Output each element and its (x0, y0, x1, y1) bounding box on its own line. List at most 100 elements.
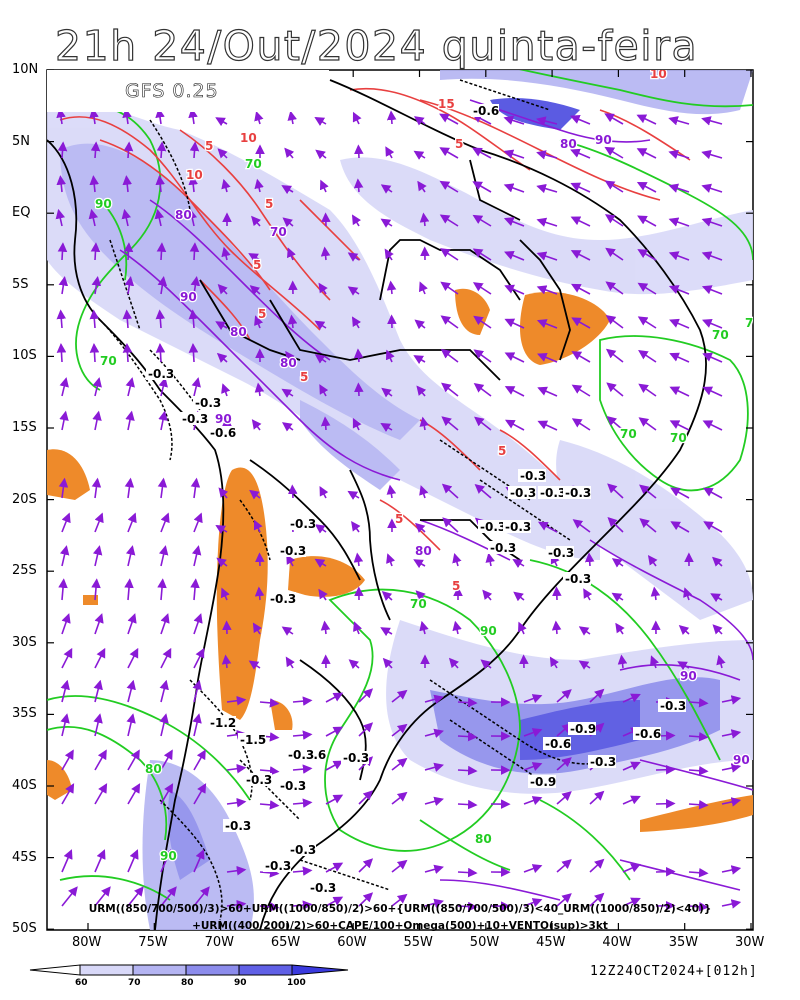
wind-arrow (127, 749, 140, 771)
wind-arrow (419, 416, 429, 431)
wind-arrow (94, 886, 111, 907)
wind-arrow (688, 867, 709, 878)
wind-arrow (440, 315, 459, 329)
wind-arrow (650, 586, 661, 601)
wind-arrow (448, 657, 459, 669)
wind-arrow (523, 796, 543, 806)
wind-arrow (703, 521, 723, 533)
wind-arrow (193, 512, 203, 533)
wind-arrow (193, 647, 205, 669)
wind-arrow (314, 524, 327, 534)
humidity-low-label: 70 (670, 431, 687, 445)
wind-arrow (380, 218, 393, 228)
svg-text:-1.5: -1.5 (240, 733, 266, 747)
humidity-low-label: 70 (245, 157, 262, 171)
wind-arrow (503, 149, 525, 159)
wind-arrow (157, 578, 167, 601)
svg-text:-0.3: -0.3 (565, 572, 591, 586)
longitude-label: 40W (602, 935, 632, 950)
svg-text:-0.3: -0.3 (310, 881, 336, 895)
wind-arrow (160, 613, 170, 635)
wind-arrow (556, 689, 572, 703)
wind-arrow (440, 348, 459, 363)
wind-arrow (439, 180, 459, 193)
wind-arrow (124, 578, 134, 601)
wind-arrow (89, 309, 100, 329)
wind-arrow (536, 319, 558, 329)
wind-arrow (503, 217, 525, 227)
wind-arrow (292, 866, 313, 876)
wind-vectors (55, 107, 742, 912)
wind-arrow (721, 695, 742, 705)
wind-arrow (284, 147, 295, 159)
wind-arrow (702, 319, 723, 329)
wind-arrow (358, 790, 374, 805)
wind-arrow (688, 731, 709, 742)
wind-arrow (583, 588, 593, 601)
wind-arrow (292, 696, 313, 706)
omega-label: -0.6 (471, 104, 499, 118)
model-label: GFS 0.25 (125, 80, 219, 103)
wind-arrow (721, 797, 742, 807)
omega-label: -0.3 (341, 751, 369, 765)
omega-label: -0.3 (180, 412, 208, 426)
wind-arrow (56, 343, 67, 363)
humidity-low-label: 80 (145, 762, 162, 776)
longitude-label: 30W (735, 935, 765, 950)
wind-arrow (123, 242, 134, 261)
wind-arrow (249, 285, 261, 296)
wind-arrow (325, 692, 344, 703)
wind-arrow (226, 797, 247, 808)
wind-arrow (549, 656, 559, 669)
wind-arrow (716, 654, 726, 669)
wind-arrow (572, 519, 591, 533)
wind-arrow (353, 178, 364, 193)
svg-text:-0.3: -0.3 (290, 843, 316, 857)
wind-arrow (91, 578, 101, 601)
svg-text:-0.3: -0.3 (660, 699, 686, 713)
wind-arrow (287, 484, 298, 499)
wind-arrow (638, 350, 657, 363)
wind-arrow (192, 713, 202, 737)
wind-arrow (669, 420, 690, 431)
wind-arrow (721, 899, 742, 909)
wind-arrow (386, 110, 397, 125)
wind-arrow (473, 349, 492, 363)
wind-arrow (318, 588, 328, 601)
wind-arrow (457, 731, 478, 742)
wind-arrow (253, 519, 263, 533)
omega-label: -0.3 (278, 779, 306, 793)
wind-arrow (93, 713, 103, 737)
wind-arrow (259, 698, 280, 708)
wind-arrow (160, 886, 177, 907)
omega-label: -0.3 (244, 773, 272, 787)
wind-arrow (637, 316, 657, 329)
wind-arrow (589, 688, 605, 703)
wind-arrow (413, 355, 426, 365)
longitude-label: 45W (536, 935, 566, 950)
caption-line-2: +URM((400/200)/2)>60+CAPE/100+Omega(500)… (192, 920, 608, 932)
latitude-label: 50S (12, 921, 37, 937)
wind-arrow (655, 866, 676, 877)
wind-arrow (94, 849, 106, 873)
wind-arrow (688, 697, 709, 708)
wind-arrow (604, 180, 624, 193)
wind-arrow (669, 318, 690, 329)
svg-text:-0.9: -0.9 (530, 775, 556, 789)
wind-arrow (415, 590, 426, 601)
humidity-low-label: 70 (410, 597, 427, 611)
wind-arrow (417, 180, 427, 193)
cape-label: 5 (300, 370, 308, 384)
wind-arrow (254, 315, 264, 329)
omega-label: -0.3 (546, 546, 574, 560)
svg-text:-0.3: -0.3 (548, 546, 574, 560)
longitude-label: 70W (204, 935, 234, 950)
wind-arrow (701, 116, 723, 126)
wind-arrow (701, 285, 723, 295)
wind-arrow (315, 149, 327, 160)
humidity-high-label: 90 (180, 290, 197, 304)
wind-arrow (556, 893, 572, 907)
wind-arrow (622, 795, 641, 805)
wind-arrow (688, 799, 709, 810)
wind-arrow (252, 622, 262, 635)
